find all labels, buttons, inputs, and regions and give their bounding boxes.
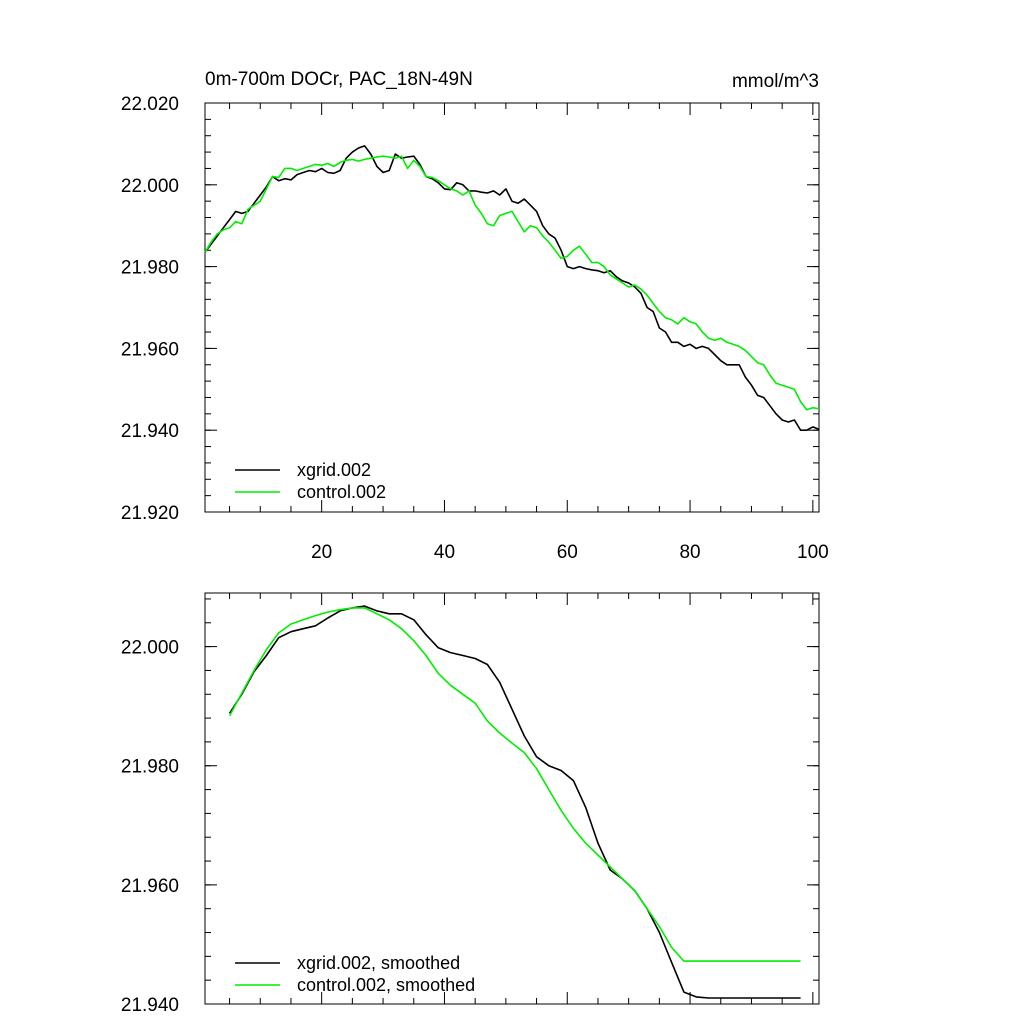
y-tick-label: 21.960 (121, 339, 179, 360)
series-line-xgrid (204, 145, 820, 432)
series-line-xgrid (228, 605, 801, 999)
units-label: mmol/m^3 (732, 71, 819, 92)
x-tick-label: 60 (557, 542, 578, 563)
series-line-control (228, 607, 801, 962)
chart-panel-2: 21.940 21.960 21.980 22.000 xgrid.002, smoot… (121, 592, 820, 1016)
x-tick-label: 20 (311, 542, 332, 563)
y-tick-label: 21.980 (121, 258, 179, 279)
series-line-control (204, 155, 820, 411)
y-tick-label: 21.960 (121, 876, 179, 897)
plot-frame (204, 592, 820, 1005)
y-tick-label: 21.920 (121, 503, 179, 524)
x-tick-label: 80 (679, 542, 700, 563)
y-tick-label: 22.020 (121, 94, 179, 115)
y-tick-label: 21.940 (121, 421, 179, 442)
legend-label: xgrid.002 (297, 460, 371, 480)
chart-title: 0m-700m DOCr, PAC_18N-49N (205, 69, 473, 90)
legend-label: control.002, smoothed (297, 975, 475, 995)
y-tick-label: 21.980 (121, 757, 179, 778)
plot-frame (204, 102, 820, 513)
y-tick-label: 21.940 (121, 995, 179, 1016)
x-tick-label: 40 (434, 542, 455, 563)
y-tick-label: 22.000 (121, 176, 179, 197)
x-tick-label: 100 (797, 542, 829, 563)
chart-panel-1: 21.920 21.940 21.960 21.980 22.000 22.020 20 40… (121, 69, 829, 563)
y-tick-label: 22.000 (121, 638, 179, 659)
legend-label: control.002 (297, 482, 386, 502)
legend-label: xgrid.002, smoothed (297, 953, 460, 973)
